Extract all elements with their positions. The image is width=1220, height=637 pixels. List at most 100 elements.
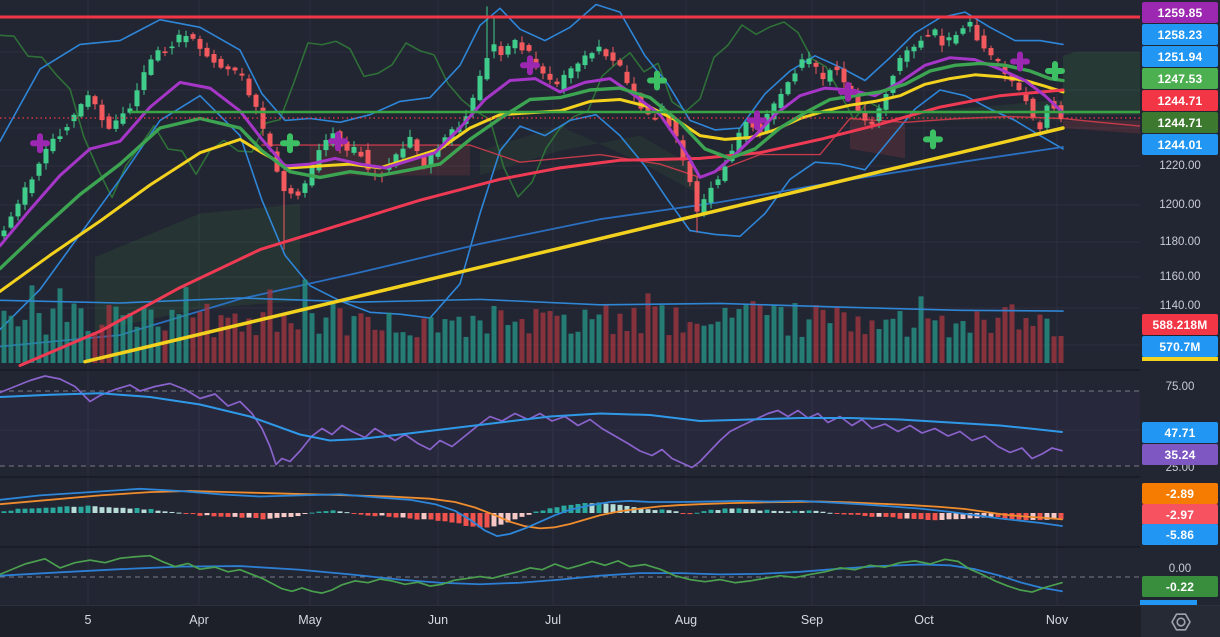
volume-bar (743, 304, 749, 363)
volume-bar (225, 317, 231, 363)
macd-hist-bar (736, 508, 742, 513)
macd-hist-bar (260, 513, 266, 520)
macd-hist-bar (1037, 513, 1043, 521)
candle-body (820, 72, 826, 80)
candle-body (211, 54, 217, 63)
time-axis[interactable]: 5 Apr May Jun Jul Aug Sep Oct Nov (0, 605, 1220, 637)
macd-hist-bar (533, 511, 539, 513)
candle-body (862, 111, 868, 121)
candle-body (22, 187, 28, 205)
candle-body (694, 181, 700, 212)
candle-body (939, 35, 945, 46)
volume-bar (736, 309, 742, 363)
candle-body (36, 163, 42, 176)
volume-bar (862, 334, 868, 363)
candle-body (204, 47, 210, 57)
macd-hist-bar (722, 508, 728, 513)
macd-hist-bar (218, 513, 224, 517)
macd-hist-bar (8, 510, 14, 513)
macd-hist-bar (617, 504, 623, 513)
gear-icon[interactable] (1168, 609, 1194, 635)
macd-hist-bar (358, 513, 364, 515)
candle-body (995, 58, 1001, 62)
candle-body (981, 35, 987, 49)
candle-body (421, 156, 427, 168)
red-ma (18, 88, 1065, 367)
trend-line (83, 126, 1065, 364)
volume-bar (925, 318, 931, 363)
indicator-tick: 0.00 (1168, 563, 1192, 575)
macd-hist-bar (834, 513, 840, 514)
candle-body (1, 230, 7, 237)
time-label-5: 5 (84, 613, 92, 627)
volume-bar (568, 333, 574, 363)
macd-hist-bar (15, 508, 21, 513)
chart-canvas[interactable] (0, 0, 1140, 605)
volume-bar (358, 313, 364, 363)
candle-body (645, 104, 651, 115)
macd-hist-bar (106, 507, 112, 513)
plus-marker-green (1045, 61, 1065, 81)
macd-hist-bar (925, 513, 931, 521)
candle-body (512, 39, 518, 49)
volume-bar (589, 319, 595, 363)
macd-hist-bar (806, 510, 812, 513)
macd-hist-bar (246, 513, 252, 518)
candle-body (134, 90, 140, 107)
macd-hist-bar (99, 507, 105, 513)
volume-bar (890, 318, 896, 363)
volume-bar (582, 309, 588, 363)
volume-bar (722, 307, 728, 363)
volume-bar (113, 306, 119, 363)
macd-hist-bar (92, 506, 98, 513)
macd-hist-bar (232, 513, 238, 517)
macd-hist-bar (134, 507, 140, 513)
trendline-axis-marker (1142, 357, 1218, 361)
volume-bar (876, 329, 882, 363)
candle-body (610, 52, 616, 61)
candle-body (841, 68, 847, 83)
volume-bar (1016, 329, 1022, 363)
plus-marker-purple (30, 133, 50, 154)
macd-hist-bar (120, 507, 126, 513)
volume-bar (309, 313, 315, 363)
indicator-tick: 25.00 (1165, 462, 1195, 474)
volume-bar (617, 313, 623, 363)
candle-body (113, 120, 119, 129)
macd-hist-bar (64, 506, 70, 513)
candle-body (736, 132, 742, 152)
macd-hist-bar (673, 511, 679, 513)
volume-bar (351, 316, 357, 363)
candle-body (393, 154, 399, 166)
candle-body (932, 29, 938, 36)
candle-body (743, 121, 749, 140)
axis-settings-cell[interactable] (1141, 606, 1220, 637)
candle-body (57, 136, 63, 140)
candle-body (911, 46, 917, 52)
chikou-line (0, 21, 883, 199)
macd-hist-bar (953, 513, 959, 520)
volume-bar (15, 326, 21, 363)
volume-bar (778, 306, 784, 363)
candle-body (750, 122, 756, 128)
macd-hist-bar (862, 513, 868, 516)
volume-bar (421, 318, 427, 363)
price-axis[interactable]: 1220.00 1200.00 1180.00 1160.00 1140.00 75.00… (1140, 0, 1220, 605)
candle-body (953, 35, 959, 44)
macd-hist-bar (337, 511, 343, 513)
candle-body (183, 36, 189, 43)
volume-bar (379, 330, 385, 363)
macd-hist-bar (1051, 513, 1057, 520)
volume-bar (631, 307, 637, 363)
macd-hist-bar (365, 513, 371, 516)
macd-hist-bar (995, 513, 1001, 517)
macd-hist-bar (323, 511, 329, 513)
macd-hist-bar (512, 513, 518, 520)
macd-hist-bar (596, 502, 602, 513)
volume-bar (435, 332, 441, 363)
plus-marker-purple (838, 81, 858, 102)
macd-hist-bar (827, 512, 833, 514)
volume-bar (960, 321, 966, 363)
macd-hist-bar (932, 513, 938, 521)
macd-hist-bar (897, 513, 903, 519)
